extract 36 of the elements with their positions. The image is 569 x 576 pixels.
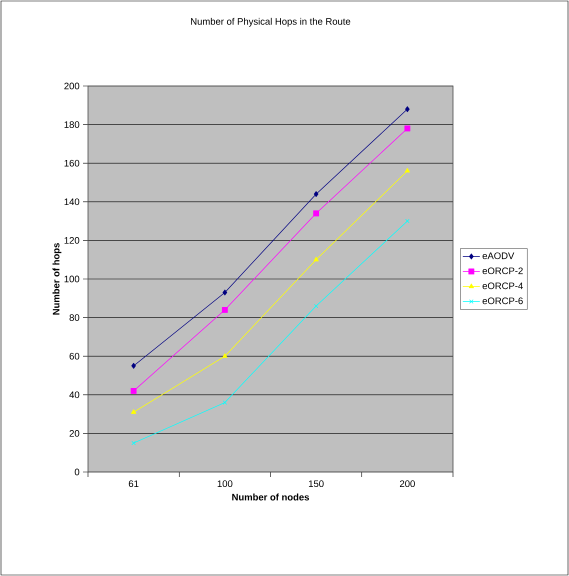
y-axis-title: Number of hops [52,243,62,315]
x-tick-label: 61 [128,480,138,488]
x-tick-label: 100 [218,480,232,488]
y-tick-label: 160 [64,160,80,167]
y-tick-label: 20 [70,430,80,437]
point [314,256,319,262]
point [313,210,320,216]
point [314,191,318,198]
y-tick-label: 40 [69,391,80,398]
point [130,388,137,394]
point [222,353,228,358]
y-tick-label: 100 [64,276,80,282]
y-tick-label: 60 [70,352,80,360]
point [405,106,410,112]
point [404,168,410,173]
point [131,409,136,414]
y-tick-label: 200 [64,82,80,90]
point [404,126,410,132]
y-tick-label: 120 [64,237,80,244]
legend-label: eORCP-4 [482,282,523,290]
x-axis-title: Number of nodes [232,494,310,501]
legend-label: eAODV [482,252,514,260]
y-tick-label: 0 [74,468,80,476]
legend-label: eORCP-6 [482,298,523,304]
x-tick-label: 200 [400,480,415,488]
point [222,400,228,405]
chart-title: Number of Physical Hops in the Route [191,18,350,27]
point [131,362,136,369]
point [222,306,228,313]
point [314,304,318,308]
y-tick-label: 80 [70,314,80,321]
point [222,290,228,296]
legend-label: eORCP-2 [482,267,523,274]
x-tick-label: 150 [308,480,324,488]
y-tick-label: 140 [64,198,80,206]
y-tick-label: 180 [64,121,80,128]
